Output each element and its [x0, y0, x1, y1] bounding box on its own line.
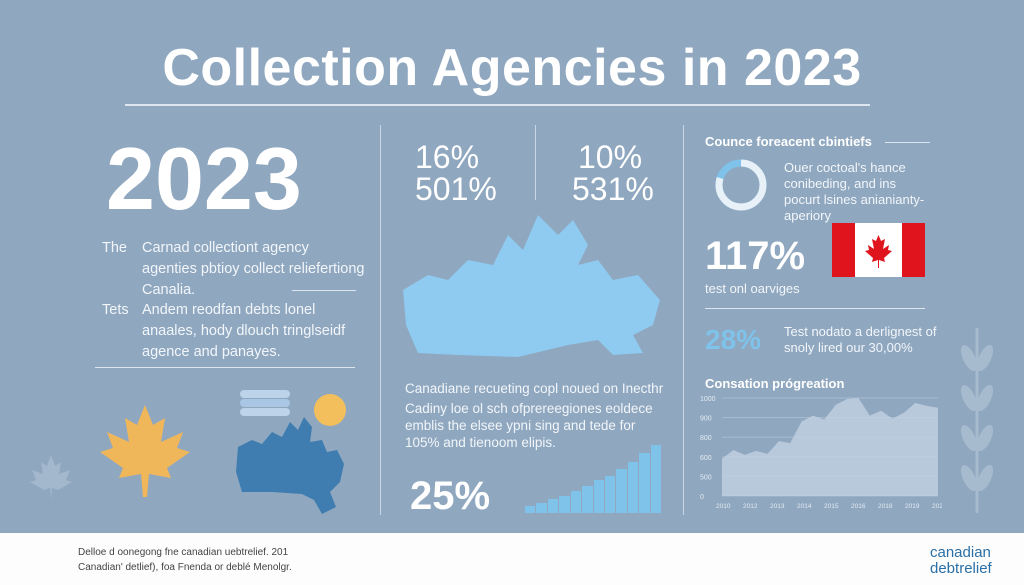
area-chart: 0 500 600 800 900 1000 2010 2012 2013 2014 2015 201…: [700, 396, 942, 510]
item-label: Tets: [102, 302, 129, 318]
bar-graphic: [525, 445, 662, 513]
stat2: 28%: [705, 324, 762, 355]
y-tick-label: 800: [700, 435, 712, 442]
divider: [705, 308, 925, 309]
right-heading: Counce foreacent cbintiefs: [705, 134, 872, 149]
divider: [885, 142, 930, 143]
stat2-text: Test nodato a derlignest of snoly lired …: [784, 324, 937, 355]
item-text: Carnad collectiont agency agenties pbtio…: [142, 240, 365, 298]
bar: [559, 496, 570, 513]
donut-text: Ouer coctoal's hance conibeding, and ins…: [784, 160, 925, 223]
bar: [593, 480, 604, 513]
stat-bottom: 501%: [415, 171, 497, 207]
y-tick-label: 900: [700, 416, 712, 423]
stat-top: 16%: [415, 139, 480, 175]
footer-line-2: Canadian' detlief), foa Fnenda or deblé …: [78, 562, 292, 573]
x-tick-label: 2010: [716, 503, 731, 510]
small-leaf-icon: [30, 455, 72, 500]
bar: [547, 499, 559, 513]
wheat-decoration-icon: [960, 328, 994, 513]
y-tick-label: 1000: [700, 396, 716, 403]
brand-logo: canadian debtrelief: [930, 545, 992, 577]
bar: [639, 453, 650, 513]
middle-text: Cadiny loe ol sch ofprereegiones eoldece…: [405, 401, 653, 450]
canada-map-icon: [236, 417, 344, 514]
donut-icon: [715, 159, 767, 211]
stat1-label: test onl oarviges: [705, 281, 800, 296]
coins-icon: [240, 390, 290, 416]
y-tick-label: 600: [700, 455, 712, 462]
item-label: The: [102, 240, 127, 256]
stat1: 117%: [705, 234, 806, 278]
chart-heading: Consation prógreation: [705, 376, 845, 391]
year-heading: 2023: [106, 129, 302, 228]
x-tick-label: 2015: [824, 503, 839, 510]
y-tick-label: 0: [700, 494, 704, 501]
brand-line-1: canadian: [930, 544, 991, 561]
bar: [582, 485, 593, 513]
item-text: Andem reodfan debts lonel anaales, hody …: [142, 302, 346, 360]
bar: [570, 491, 582, 513]
page-title: Collection Agencies in 2023: [162, 39, 862, 97]
bar: [525, 506, 536, 513]
canada-flag-icon: [832, 223, 925, 277]
area-series: [722, 398, 938, 496]
bar: [536, 502, 547, 513]
title-divider: [125, 104, 870, 106]
footer: [0, 533, 1024, 585]
divider: [292, 290, 356, 291]
brand-line-2: debtrelief: [930, 560, 992, 577]
column-divider: [380, 125, 381, 515]
column-divider: [683, 125, 684, 515]
bar: [627, 462, 639, 513]
y-tick-label: 500: [700, 474, 712, 481]
middle-heading: Canadiane recueting copl noued on Inecth…: [405, 381, 664, 396]
x-tick-label: 2014: [797, 503, 812, 510]
stat-bottom: 531%: [572, 171, 654, 207]
footer-line-1: Delloe d oonegong fne canadian uebtrelie…: [78, 547, 289, 558]
bar: [604, 475, 616, 513]
bar: [650, 445, 662, 513]
divider: [95, 367, 355, 368]
x-tick-label: 2013: [770, 503, 785, 510]
stat-top: 10%: [578, 139, 643, 175]
bar: [616, 468, 627, 513]
x-tick-label: 2016: [851, 503, 866, 510]
canada-map-large-icon: [403, 215, 660, 357]
x-tick-label: 2019: [905, 503, 920, 510]
x-tick-label: 2020: [932, 503, 942, 510]
coin-icon: [314, 394, 346, 426]
maple-leaf-icon: [100, 405, 190, 497]
x-tick-label: 2018: [878, 503, 893, 510]
x-tick-label: 2012: [743, 503, 758, 510]
stat-divider: [535, 125, 536, 200]
big-stat: 25%: [410, 474, 491, 518]
